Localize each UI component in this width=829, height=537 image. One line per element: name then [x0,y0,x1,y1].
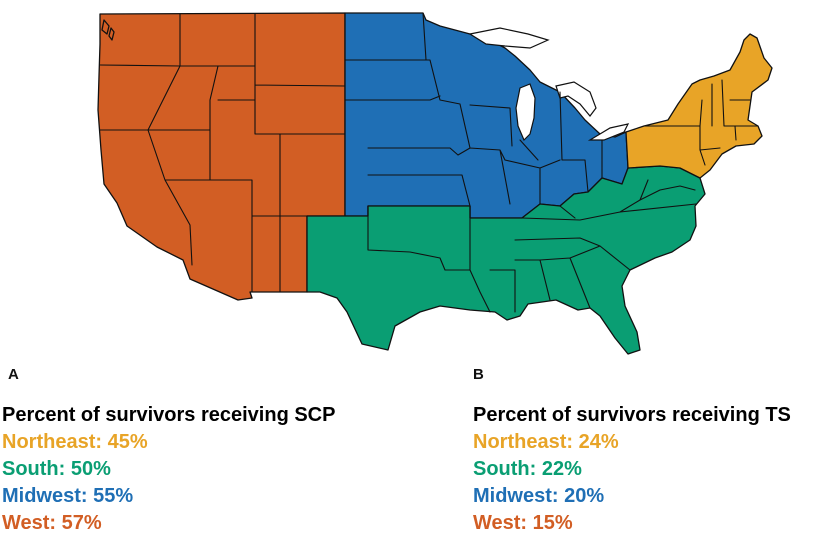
panel-b-legend: Percent of survivors receiving TS Northe… [473,402,791,537]
panel-b-row-west: West: 15% [473,512,573,534]
state-borders [99,12,759,313]
region-south [306,165,706,355]
panel-b-letter: B [473,366,484,383]
panel-b-row-midwest: Midwest: 20% [473,485,605,507]
panel-b-row-south: South: 22% [473,458,582,480]
northeast-fill [625,33,773,179]
panel-a-row-midwest: Midwest: 55% [2,485,134,507]
panel-a-row-south: South: 50% [2,458,111,480]
panel-b-row-northeast: Northeast: 24% [473,431,619,453]
panel-b-title: Percent of survivors receiving TS [473,404,791,426]
lake-superior [468,27,550,49]
lake-huron [555,81,597,117]
panel-a-row-west: West: 57% [2,512,102,534]
lake-michigan [515,83,536,142]
panel-a-row-northeast: Northeast: 45% [2,431,148,453]
panel-a-title: Percent of survivors receiving SCP [2,404,336,426]
great-lakes [468,27,630,142]
region-northeast [625,33,773,179]
south-fill [306,165,706,355]
panel-a-legend: Percent of survivors receiving SCP North… [2,402,335,537]
west-islands [101,19,115,41]
panel-a-letter: A [8,366,19,383]
us-regions-map [97,12,773,355]
